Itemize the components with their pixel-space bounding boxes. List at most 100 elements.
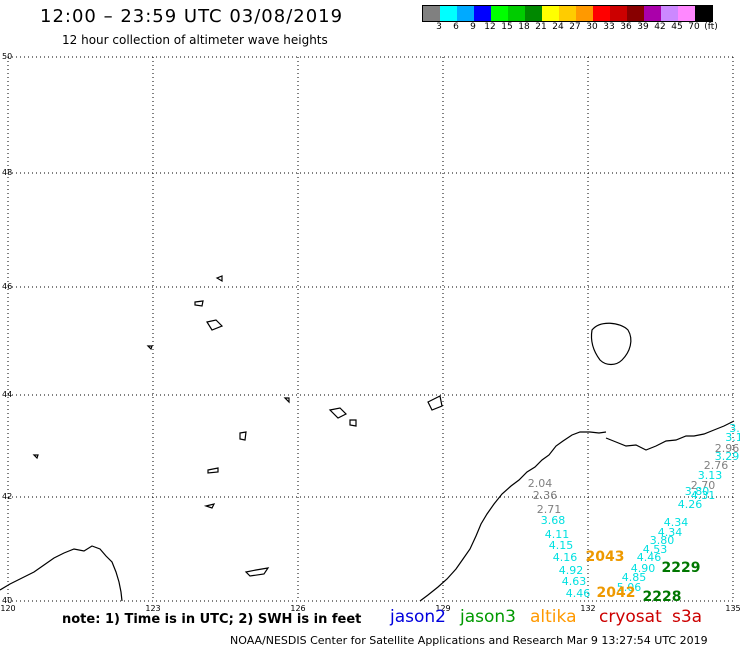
color-swatch [644,6,661,21]
wave-height-label: 4.46 [637,551,662,564]
map-title: 12:00 – 23:59 UTC 03/08/2019 [40,6,344,27]
color-swatch [542,6,559,21]
wave-height-label: 4.16 [553,551,578,564]
latitude-label: 40 [2,596,12,605]
color-swatch [457,6,474,21]
lat-lon-grid [7,56,734,602]
latitude-label: 48 [2,168,12,177]
color-scale-label: 18 [518,22,530,32]
longitude-labels: 120 123 126 129 132 135 [0,604,740,613]
color-scale-label: 45 [671,22,683,32]
color-scale-label: 15 [501,22,513,32]
wave-height-label: 4.26 [678,498,703,511]
color-scale-label: 27 [569,22,581,32]
wave-height-label: 4.90 [631,562,656,575]
wave-height-label: 3.13 [698,469,723,482]
wave-height-label: 3.80 [650,534,675,547]
wave-height-label: 4.92 [559,564,584,577]
island-2 [194,300,204,307]
color-scale-label: 21 [535,22,547,32]
color-swatch [508,6,525,21]
korea-japan-sea-coast [419,431,607,602]
color-swatch [678,6,695,21]
wave-height-label: 4.53 [643,543,668,556]
wave-height-label: 4.11 [545,528,570,541]
wave-height-label: 2229 [662,560,701,576]
island-4 [328,407,348,419]
khanka-lake [590,322,632,366]
map-subtitle: 12 hour collection of altimeter wave hei… [62,33,328,47]
latitude-label: 44 [2,390,12,399]
color-swatch [440,6,457,21]
latitude-label: 46 [2,282,12,291]
color-swatch [661,6,678,21]
color-scale-label: 42 [654,22,666,32]
legend-jason2: jason2 [390,607,446,627]
wave-height-label: 2.96 [715,442,740,455]
color-swatch [423,6,440,21]
color-scale-label: 39 [637,22,649,32]
longitude-label: 126 [290,604,305,613]
color-scale-label: 33 [603,22,615,32]
island-8 [207,467,219,474]
island-1 [215,275,223,283]
latitude-label: 50 [2,52,12,61]
wave-height-label: 2042 [597,585,636,601]
wave-height-label: 3.80 [685,485,710,498]
wave-height-label: 4.46 [566,587,591,600]
wave-height-label: 2.04 [528,477,553,490]
longitude-label: 123 [145,604,160,613]
wave-height-label: 4.15 [549,539,574,552]
color-scale-label: 36 [620,22,632,32]
wave-height-label: 3.1 [725,431,740,444]
color-scale-label: 6 [453,22,459,32]
note-text: note: 1) Time is in UTC; 2) SWH is in fe… [62,612,362,627]
wave-height-label: 4.34 [658,526,683,539]
color-scale-label: (ft) [704,22,718,32]
wave-height-label: 4.34 [664,516,689,529]
longitude-label: 129 [435,604,450,613]
island-7 [239,431,247,441]
island-3 [206,319,224,331]
wave-height-label: 2.76 [704,459,729,472]
wave-height-label: 3.1 [729,422,740,435]
island-6 [427,395,443,411]
color-swatch [593,6,610,21]
wave-height-label: 2228 [643,589,682,605]
color-swatch [627,6,644,21]
longitude-label: 135 [725,604,740,613]
color-swatch [695,6,712,21]
legend-cryosat: cryosat [599,607,662,627]
mainland-coast [0,545,123,602]
footer-credit: NOAA/NESDIS Center for Satellite Applica… [230,634,708,647]
wave-height-label: 2.36 [533,489,558,502]
island-12 [32,454,39,460]
wave-height-label: 5.06 [617,581,642,594]
color-scale-label: 30 [586,22,598,32]
island-5 [349,419,357,427]
island-13 [146,345,153,351]
color-swatch [576,6,593,21]
color-scale-label: 12 [484,22,496,32]
color-scale-label: 70 [688,22,700,32]
island-11 [283,397,290,404]
wave-height-label: 3.68 [541,514,566,527]
color-swatch [525,6,542,21]
island-10 [244,567,270,577]
color-scale-label: 9 [470,22,476,32]
color-scale-label: 3 [436,22,442,32]
color-scale-label: 24 [552,22,564,32]
longitude-label: 132 [580,604,595,613]
wave-height-label: 2.71 [537,503,562,516]
wave-height-label: 2043 [586,549,625,565]
latitude-labels: 50 48 46 44 42 40 [2,52,12,605]
wave-height-label: 3.29 [715,450,740,463]
longitude-label: 120 [0,604,15,613]
wave-height-label: 4.31 [691,489,716,502]
color-swatch [610,6,627,21]
legend-s3a: s3a [672,607,703,627]
color-swatch [474,6,491,21]
wave-height-label: 2.70 [691,479,716,492]
color-swatch [491,6,508,21]
